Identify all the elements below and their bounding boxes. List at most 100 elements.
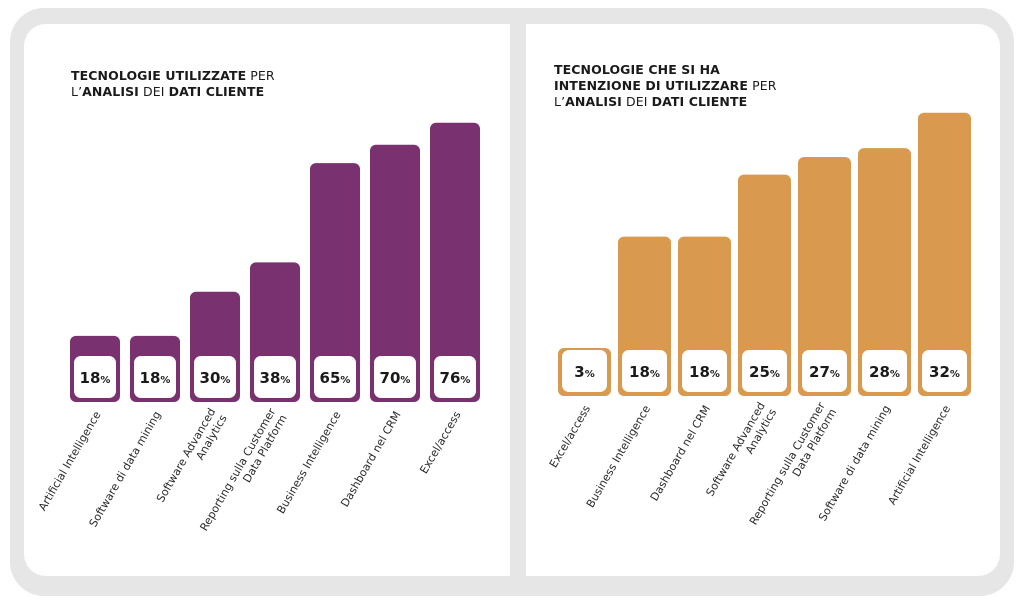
bar-value-unit: % (650, 369, 660, 380)
bar-value-number: 18 (629, 363, 650, 381)
bar-value-label: 27% (809, 363, 840, 381)
bar (918, 112, 971, 397)
bar-value-label: 65% (320, 369, 351, 387)
bar-value-unit: % (220, 375, 230, 386)
category-label-line: Artificial Intelligence (885, 403, 953, 507)
bar-chart-planned: 3% Excel/access 18% Business Intelligence 18… (547, 112, 971, 527)
bar-value-number: 30 (200, 369, 221, 387)
bar-value-unit: % (830, 369, 840, 380)
bar-value-number: 65 (320, 369, 341, 387)
chart-title-part: DEI (621, 94, 652, 109)
bar-value-label: 76% (440, 369, 471, 387)
bar-value-unit: % (890, 369, 900, 380)
category-label: Artificial Intelligence (885, 403, 953, 507)
chart-panel-current: TECNOLOGIE UTILIZZATE PER L’ANALISI DEI D… (24, 24, 510, 576)
bar-value-unit: % (710, 369, 720, 380)
bar-value-label: 18% (629, 363, 660, 381)
chart-title-part: ANALISI (82, 84, 139, 99)
category-label-line: Software Advanced (703, 400, 767, 499)
bar-value-unit: % (400, 375, 410, 386)
bar-value-number: 70 (380, 369, 401, 387)
category-label-line: Artificial Intelligence (36, 409, 104, 513)
bar-value-number: 28 (869, 363, 890, 381)
category-label: Business Intelligence (584, 403, 653, 510)
bar-value-unit: % (100, 375, 110, 386)
category-label: Dashboard nel CRM (338, 409, 403, 509)
bar-value-number: 18 (140, 369, 161, 387)
bar-value-label: 28% (869, 363, 900, 381)
chart-title-part: ANALISI (565, 94, 622, 109)
bar-value-box (74, 356, 116, 398)
chart-title-part: DEI (138, 84, 169, 99)
bar-value-label: 18% (689, 363, 720, 381)
bar (430, 122, 480, 402)
category-label-line: Business Intelligence (584, 403, 653, 510)
chart-title-part: INTENZIONE DI UTILIZZARE (554, 78, 749, 93)
bar-value-unit: % (950, 369, 960, 380)
category-label-line: Software Advanced (154, 406, 218, 505)
category-label-line: Excel/access (417, 409, 463, 476)
bar-value-box (434, 356, 476, 398)
category-label: Excel/access (417, 409, 463, 476)
bar-value-label: 18% (80, 369, 111, 387)
bar-chart-current: 18% Artificial Intelligence 18% Software di… (36, 122, 480, 533)
bar-value-label: 30% (200, 369, 231, 387)
chart-title-current: TECNOLOGIE UTILIZZATE PER L’ANALISI DEI D… (71, 68, 275, 100)
chart-title-planned: TECNOLOGIE CHE SI HA INTENZIONE DI UTILIZ… (554, 62, 777, 110)
bar-value-number: 76 (440, 369, 461, 387)
bar (858, 148, 911, 396)
bar-value-box (194, 356, 236, 398)
bar-value-box (562, 350, 607, 392)
bar-value-number: 18 (689, 363, 710, 381)
bar-value-box (134, 356, 176, 398)
category-label-line: Dashboard nel CRM (648, 403, 713, 503)
category-label-line: Excel/access (547, 403, 593, 470)
bar-value-box (742, 350, 787, 392)
chart-title-part: L’ (554, 94, 566, 109)
bar-value-number: 32 (929, 363, 950, 381)
bar (370, 144, 420, 402)
bar (798, 156, 851, 396)
bar-value-unit: % (160, 375, 170, 386)
chart-title-part: DATI CLIENTE (168, 84, 265, 99)
bar-value-label: 38% (260, 369, 291, 387)
chart-title-part: DATI CLIENTE (651, 94, 748, 109)
bar-value-unit: % (280, 375, 290, 386)
category-label: Software di data mining (87, 409, 164, 529)
bar-value-unit: % (770, 369, 780, 380)
chart-panel-planned: TECNOLOGIE CHE SI HA INTENZIONE DI UTILIZ… (526, 24, 1000, 576)
chart-title-part: PER (748, 78, 777, 93)
category-label-line: Dashboard nel CRM (338, 409, 403, 509)
bar-value-unit: % (585, 369, 595, 380)
bar-value-box (254, 356, 296, 398)
bar-value-box (622, 350, 667, 392)
bar-value-unit: % (460, 375, 470, 386)
bar-value-number: 3 (574, 363, 584, 381)
bar (310, 163, 360, 402)
category-label: Dashboard nel CRM (648, 403, 713, 503)
bar-value-number: 18 (80, 369, 101, 387)
chart-title-part: PER (246, 68, 275, 83)
category-label-line: Software di data mining (87, 409, 164, 529)
bar-value-label: 3% (574, 363, 594, 381)
bar-value-box (802, 350, 847, 392)
bar-value-unit: % (340, 375, 350, 386)
chart-title-part: TECNOLOGIE CHE SI HA (554, 62, 720, 77)
bar-value-box (862, 350, 907, 392)
bar-value-number: 25 (749, 363, 770, 381)
chart-title-part: L’ (71, 84, 83, 99)
bar-value-box (374, 356, 416, 398)
bar-value-number: 27 (809, 363, 830, 381)
bar-value-label: 25% (749, 363, 780, 381)
category-label: Artificial Intelligence (36, 409, 104, 513)
bar-value-box (922, 350, 967, 392)
bar-value-box (682, 350, 727, 392)
bar-value-number: 38 (260, 369, 281, 387)
bar-value-label: 18% (140, 369, 171, 387)
bar-value-box (314, 356, 356, 398)
chart-title-part: TECNOLOGIE UTILIZZATE (71, 68, 247, 83)
category-label: Excel/access (547, 403, 593, 470)
bar (738, 174, 791, 396)
bar-value-label: 70% (380, 369, 411, 387)
bar-value-label: 32% (929, 363, 960, 381)
